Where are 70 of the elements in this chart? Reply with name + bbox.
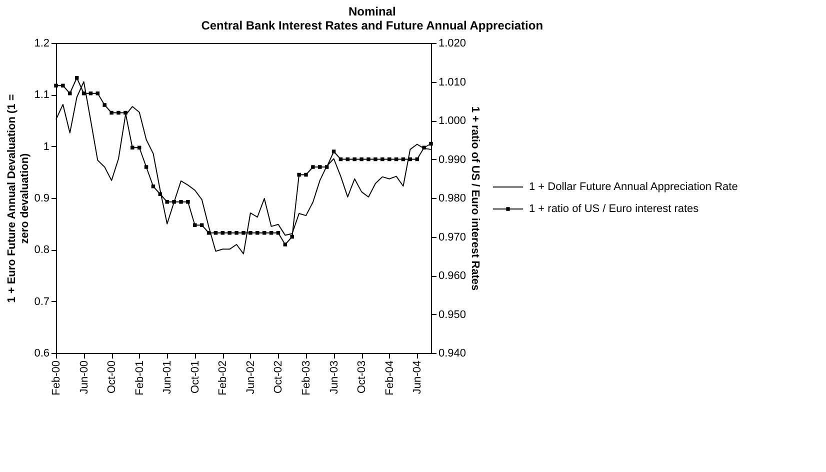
y2-tick-label: 0.960 [438,270,466,282]
x-tick-label: Oct-01 [189,360,202,394]
x-tick-label: Jun-03 [328,360,340,394]
chart-title: Nominal [348,4,396,18]
x-tick-label: Oct-02 [272,360,285,394]
x-tick-label: Feb-04 [384,360,396,396]
point [242,231,246,235]
y2-axis-title: 1 + ratio of US / Euro interest Rates [469,106,482,291]
x-tick-label: Jun-04 [412,360,424,394]
point [68,92,72,96]
y2-tick-label: 1.020 [438,38,466,50]
x-tick-label: Feb-01 [134,360,146,396]
y-tick-label: 0.8 [34,244,50,256]
point [352,157,356,162]
point [422,146,426,150]
point [165,200,169,204]
point [429,142,433,146]
point [380,157,384,162]
x-tick-label: Feb-00 [50,360,62,396]
point [283,242,288,246]
x-tick-label: Oct-03 [356,360,368,394]
y2-tick-label: 0.990 [438,154,466,166]
point [332,150,336,154]
y2-tick-label: 0.950 [438,308,466,321]
y-tick-label: 1 [43,140,50,153]
y2-tick-label: 0.970 [438,231,466,244]
x-tick-label: Oct-00 [106,360,118,394]
y2-tick-label: 0.980 [438,192,466,204]
point [179,200,183,204]
point [256,231,260,235]
point [228,231,232,235]
y-tick-label: 0.9 [34,192,50,204]
point [54,84,58,88]
point [304,172,308,177]
point [186,200,190,204]
point [193,223,197,227]
y2-tick-label: 1.000 [438,115,466,127]
y2-tick-label: 1.010 [438,76,466,88]
point [234,231,238,235]
point [130,146,134,150]
y-axis-title: 1 + Euro Future Annual Devaluation (1 = zero devaluation) [6,94,32,303]
y-tick-label: 1.2 [34,38,50,50]
y-tick-label: 0.7 [34,296,50,308]
x-tick-label: Feb-02 [217,360,230,396]
point [297,172,301,177]
point [415,157,419,162]
point [61,84,65,88]
legend-label: 1 + Dollar Future Annual Appreciation Rate [529,181,738,193]
point [116,110,120,115]
x-tick-label: Jun-02 [244,360,257,394]
point [102,103,106,107]
point [124,110,128,115]
point [172,200,176,204]
point [318,165,322,169]
point [144,165,148,169]
x-tick-label: Jun-00 [78,360,90,394]
x-tick-label: Feb-03 [300,360,312,396]
legend-label: 1 + ratio of US / Euro interest rates [529,203,700,215]
point [374,157,378,162]
point [360,157,364,162]
y-tick-label: 1.1 [34,89,50,102]
y-tick-label: 0.6 [34,348,50,360]
x-tick-label: Jun-01 [162,360,174,394]
point [311,165,315,169]
chart-subtitle: Central Bank Interest Rates and Future Annual Appreciation [201,18,544,32]
point [366,157,370,162]
point [290,234,294,239]
point [248,231,252,235]
point [110,110,114,115]
y2-tick-label: 0.940 [438,348,466,360]
